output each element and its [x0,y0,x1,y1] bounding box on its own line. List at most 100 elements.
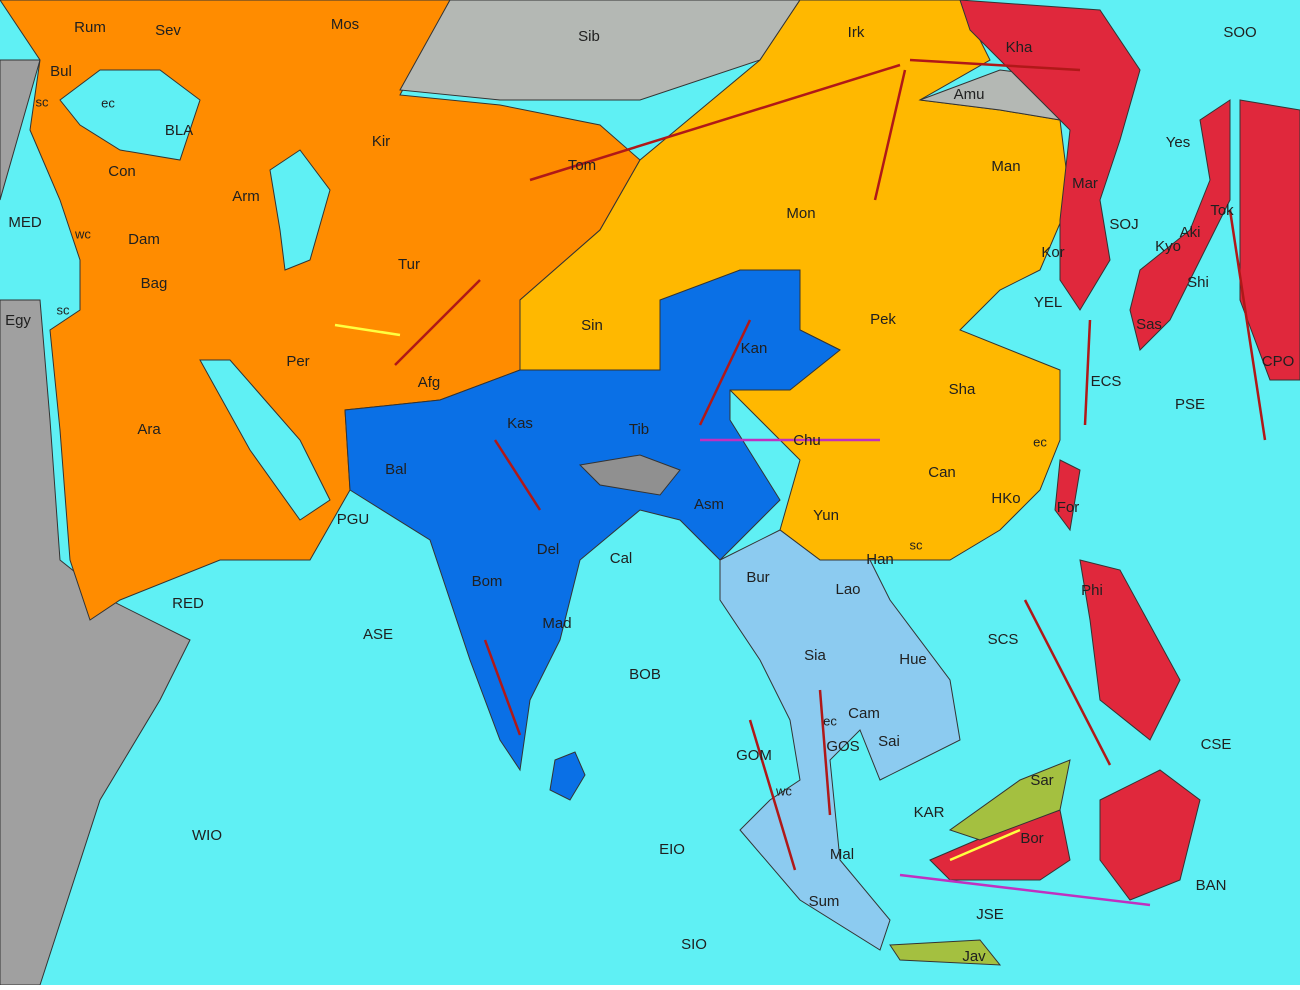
territory-label: Del [537,541,560,558]
territory-label: Bom [472,573,503,590]
territory-label: Tib [629,421,649,438]
territory-label: Asm [694,496,724,513]
territory-label: Sin [581,317,603,334]
neutral-land [399,0,801,101]
support-arrow [334,323,401,337]
territory-label: BLA [165,122,193,139]
territory-label: EIO [659,841,685,858]
territory-label: SCS [988,631,1019,648]
territory-label: Mon [786,205,815,222]
order-arrow [909,58,1081,72]
territory-label: SIO [681,936,707,953]
territory-label: Cam [848,705,880,722]
territory-label: Yes [1166,134,1190,151]
order-arrow [818,689,832,816]
order-arrow [1083,319,1092,426]
support-arrow [949,828,1021,862]
territory-label: Bor [1020,830,1043,847]
territory-label: Sha [949,381,976,398]
territory-label: CPO [1262,353,1295,370]
territory-label: Egy [5,312,31,329]
territory-label: Rum [74,19,106,36]
territory-label: ECS [1091,373,1122,390]
order-arrow [394,279,481,366]
territory-label: Mos [331,16,359,33]
territory-label: YEL [1034,294,1062,311]
order-arrow [493,439,542,511]
territory-label: Mar [1072,175,1098,192]
territory-label: Yun [813,507,839,524]
territory-label: Kha [1006,39,1033,56]
territory-label: SOO [1223,24,1256,41]
red-territory [1239,99,1300,381]
territory-label: ec [101,95,115,110]
order-arrow [529,63,901,182]
order-arrow [1023,599,1112,766]
territory-label: Lao [835,581,860,598]
territory-label: CSE [1201,736,1232,753]
territory-label: Hue [899,651,927,668]
neutral-land [0,59,41,201]
territory-label: PGU [337,511,370,528]
territory-label: GOM [736,747,772,764]
sea [199,359,331,521]
territory-label: SOJ [1109,216,1138,233]
territory-label: Bal [385,461,407,478]
territory-label: RED [172,595,204,612]
green-territory [948,759,1071,841]
territory-label: Kan [741,340,768,357]
territory-label: ASE [363,626,393,643]
territory-label: ec [1033,434,1047,449]
territory-label: Ara [137,421,161,438]
territory-label: ec [823,713,837,728]
territory-label: Sas [1136,316,1162,333]
territory-label: Kas [507,415,533,432]
territory-label: Bur [746,569,769,586]
territory-label: Man [991,158,1020,175]
territory-label: GOS [826,738,859,755]
territory-label: BAN [1196,877,1227,894]
territory-label: Per [286,353,309,370]
territory-label: Tom [568,157,596,174]
red-territory [1054,459,1081,532]
territory-label: Con [108,163,136,180]
territory-label: Cal [610,550,633,567]
territory-label: Afg [418,374,441,391]
territory-label: Sai [878,733,900,750]
territory-label: For [1057,499,1080,516]
territory-label: PSE [1175,396,1205,413]
order-arrow [1228,209,1267,441]
sea [269,149,331,271]
territory-label: Tok [1210,202,1234,219]
territory-label: JSE [976,906,1004,923]
territory-label: Phi [1081,582,1103,599]
territory-label: Tur [398,256,420,273]
territory-label: Bag [141,275,168,292]
territory-label: MED [8,214,42,231]
green-territory [889,939,1002,966]
territory-label: BOB [629,666,661,683]
territory-label: Han [866,551,894,568]
territory-label: KAR [914,804,945,821]
lightblue-territory [719,529,961,951]
territory-label: Arm [232,188,260,205]
territory-label: Mal [830,846,854,863]
blue-territory [344,269,841,772]
territory-label: WIO [192,827,222,844]
territory-label: Irk [848,24,865,41]
territory-label: Kyo [1155,238,1181,255]
territory-label: Shi [1187,274,1209,291]
territory-label: Mad [542,615,571,632]
order-arrow [483,639,522,736]
territory-label: HKo [991,490,1020,507]
territory-label: wc [775,783,792,798]
territory-label: Sev [155,22,181,39]
territory-label: wc [74,226,91,241]
territory-label: Dam [128,231,160,248]
neutral-land [578,454,681,496]
territory-label: Bul [50,63,72,80]
territory-label: sc [57,302,71,317]
territory-label: Sia [804,647,826,664]
order-arrow [748,719,797,871]
red-territory [1099,769,1201,901]
